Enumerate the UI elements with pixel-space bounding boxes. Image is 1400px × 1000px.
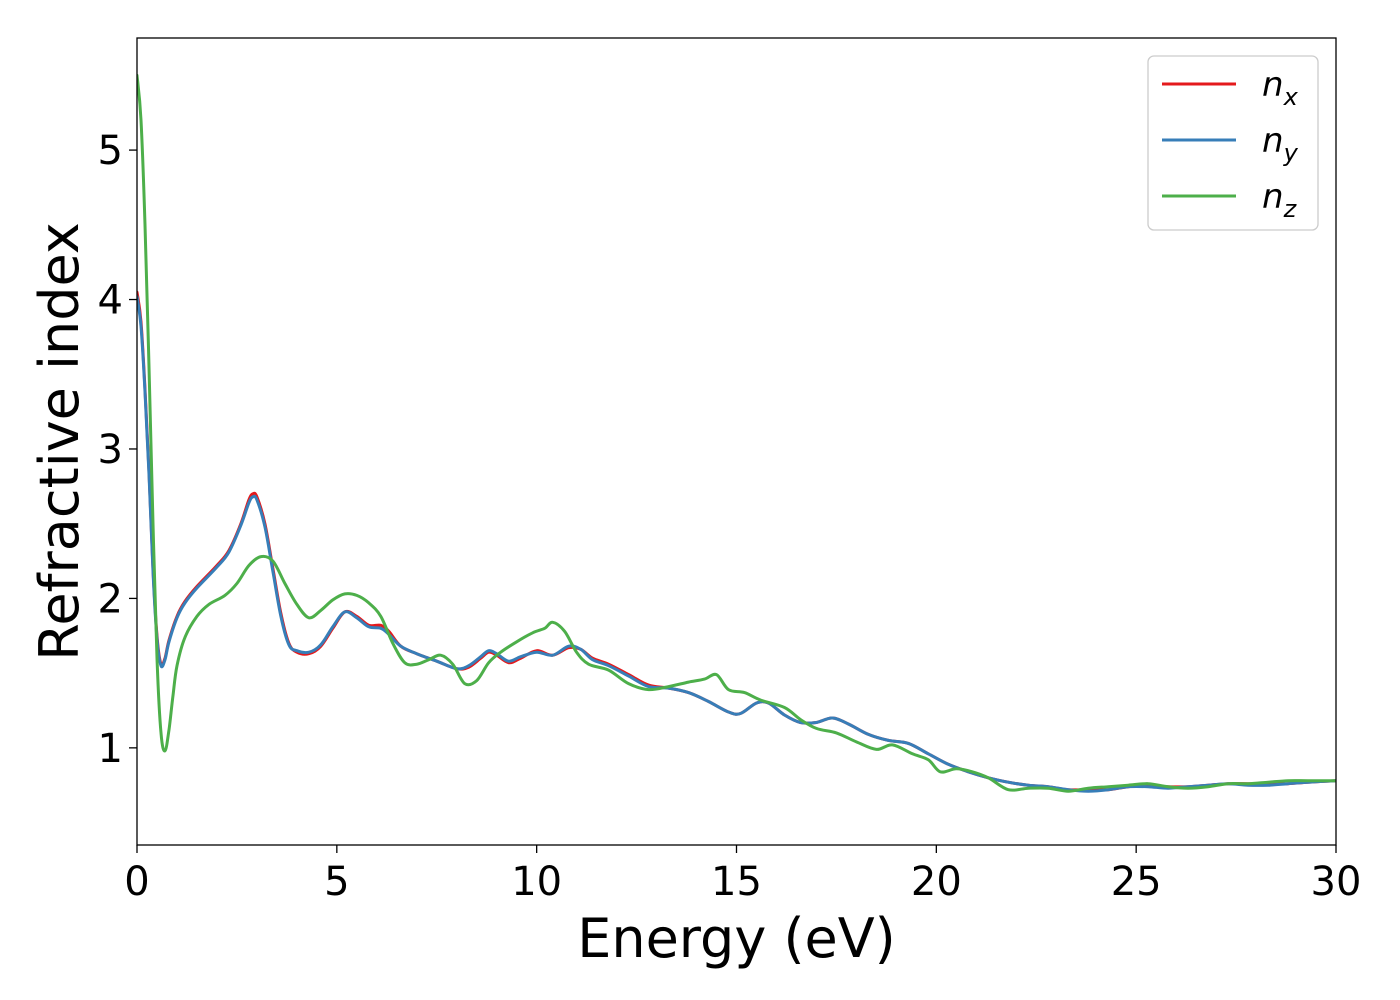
legend: nx ny nz: [1147, 55, 1319, 231]
y-tick-label: 5: [98, 128, 123, 174]
x-tick-label: 0: [124, 859, 149, 905]
series-lines: [137, 73, 1336, 793]
series-line-n-y: [137, 295, 1336, 793]
legend-box: [1147, 55, 1319, 231]
y-axis-label: Refractive index: [28, 222, 91, 661]
y-tick-label: 4: [98, 278, 123, 324]
series-line-n-z: [137, 73, 1336, 793]
x-tick-label: 25: [1111, 859, 1162, 905]
x-axis-label: Energy (eV): [577, 907, 896, 970]
y-tick-label: 1: [98, 726, 123, 772]
y-tick-label: 2: [98, 576, 123, 622]
x-tick-label: 15: [711, 859, 762, 905]
y-axis-ticks: 1 2 3 4 5: [98, 128, 137, 772]
x-axis-ticks: 0 5 10 15 20 25 30: [124, 845, 1361, 905]
legend-entry: nx: [1262, 65, 1299, 111]
legend-entry: ny: [1262, 121, 1299, 167]
legend-entry: nz: [1262, 177, 1298, 223]
x-tick-label: 5: [324, 859, 349, 905]
x-tick-label: 30: [1311, 859, 1362, 905]
y-tick-label: 3: [98, 427, 123, 473]
x-tick-label: 20: [911, 859, 962, 905]
x-tick-label: 10: [511, 859, 562, 905]
